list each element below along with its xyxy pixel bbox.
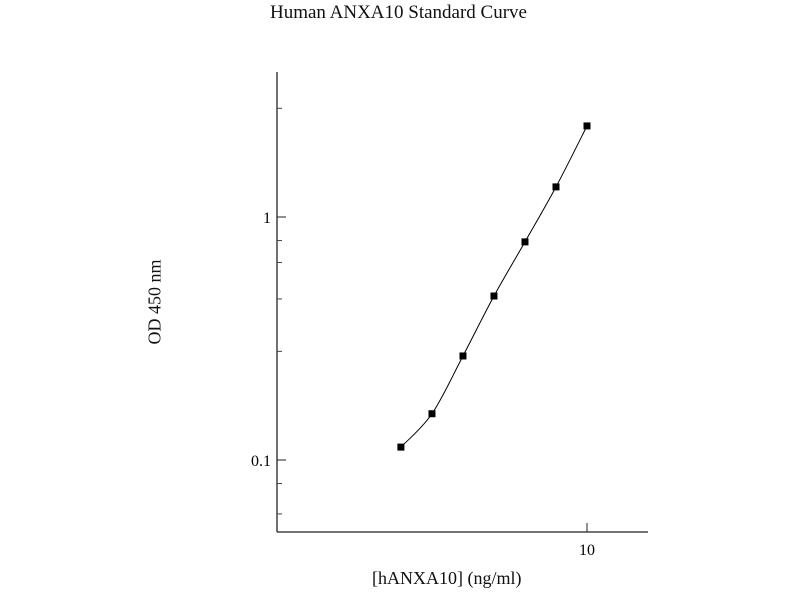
data-point [521,238,529,246]
y-tick-label: 0.1 [251,453,271,470]
data-point [428,410,436,418]
data-point [490,292,498,300]
chart-title: Human ANXA10 Standard Curve [270,2,527,23]
data-point [397,443,405,451]
data-point [459,352,467,360]
series-line [400,125,588,448]
y-tick-label: 1 [263,210,271,227]
data-point [552,183,560,191]
x-tick-label: 10 [579,542,595,559]
data-point [583,122,591,130]
x-axis-label: [hANXA10] (ng/ml) [372,568,522,588]
